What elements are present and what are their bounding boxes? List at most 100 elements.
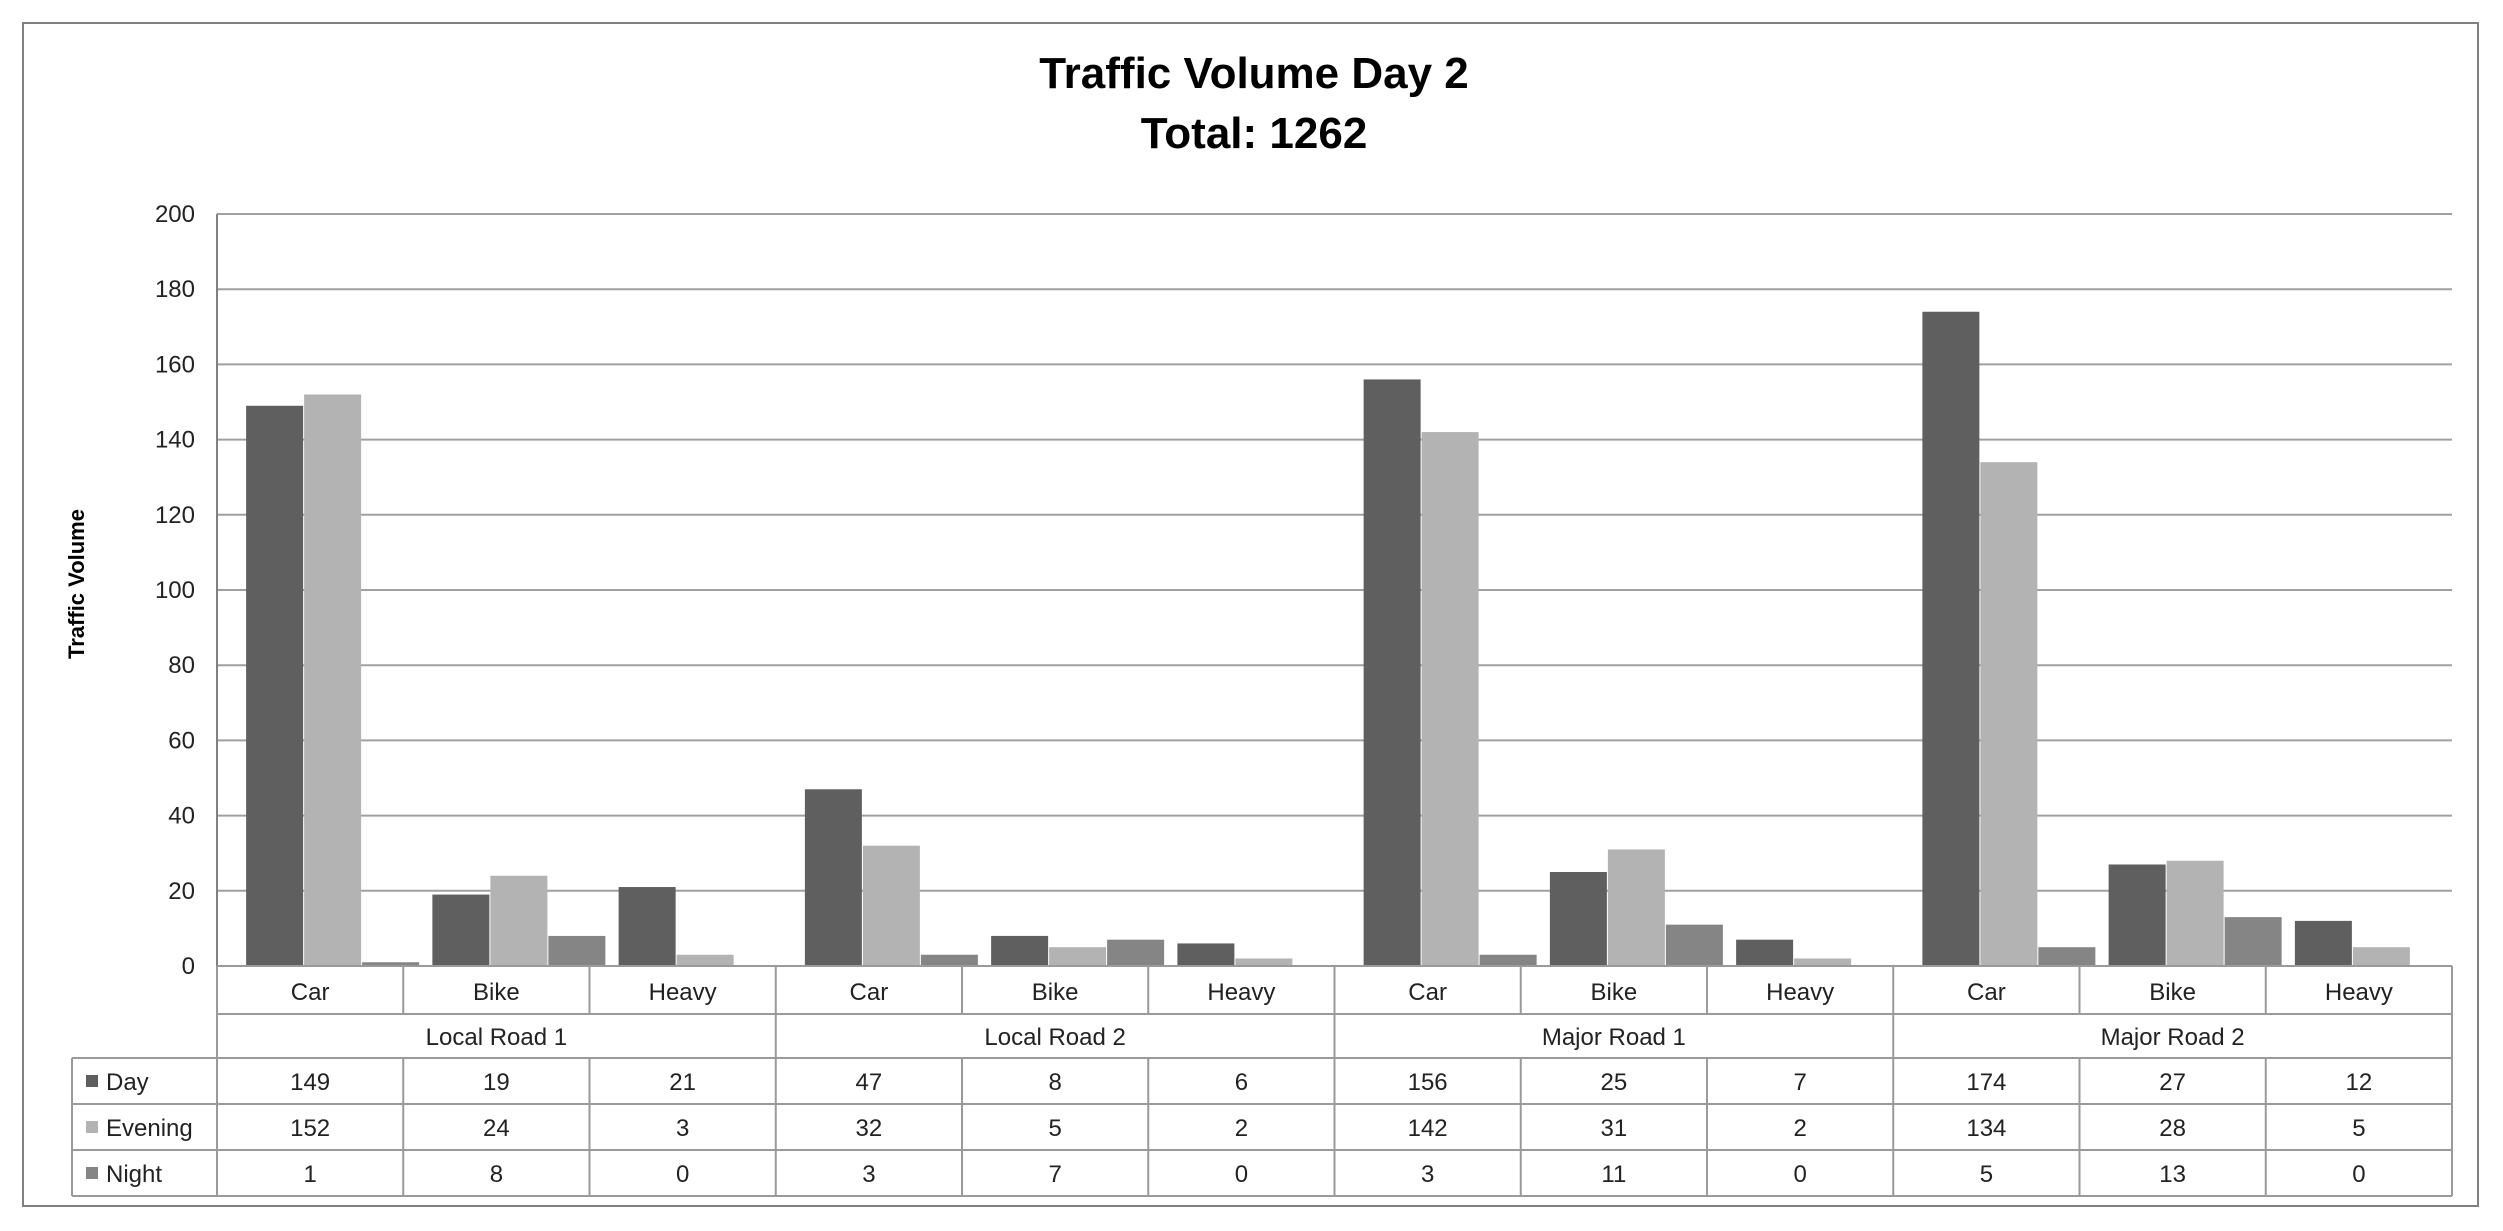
data-label: 0	[1793, 1161, 1806, 1188]
y-tick-label: 80	[168, 652, 195, 679]
data-label: 5	[2352, 1115, 2365, 1142]
bar-evening-3	[862, 845, 920, 966]
data-label: 2	[1793, 1115, 1806, 1142]
data-label: 3	[676, 1115, 689, 1142]
x-group-label: Local Road 1	[426, 1024, 567, 1051]
data-label: 8	[490, 1161, 503, 1188]
bar-evening-4	[1049, 947, 1107, 966]
data-label: 24	[483, 1115, 510, 1142]
bar-evening-7	[1607, 849, 1665, 966]
bar-day-3	[804, 789, 862, 966]
x-tick-label: Heavy	[649, 979, 717, 1006]
data-label: 7	[1793, 1069, 1806, 1096]
y-tick-label: 40	[168, 803, 195, 830]
bar-day-8	[1736, 939, 1794, 966]
bar-night-10	[2224, 917, 2282, 966]
bar-night-4	[1107, 939, 1165, 966]
bar-evening-0	[304, 394, 362, 967]
x-tick-label: Heavy	[1207, 979, 1275, 1006]
data-label: 152	[290, 1115, 330, 1142]
data-label: 6	[1235, 1069, 1248, 1096]
data-label: 11	[1601, 1161, 1626, 1188]
data-label: 174	[1966, 1069, 2006, 1096]
x-tick-label: Car	[1408, 979, 1447, 1006]
data-label: 27	[2159, 1069, 2186, 1096]
x-tick-label: Bike	[473, 979, 520, 1006]
data-label: 5	[1980, 1161, 1993, 1188]
x-tick-label: Car	[1967, 979, 2006, 1006]
bar-day-9	[1922, 311, 1980, 966]
x-tick-label: Bike	[1591, 979, 1638, 1006]
x-tick-label: Car	[850, 979, 889, 1006]
data-label: 47	[856, 1069, 883, 1096]
chart-title: Traffic Volume Day 2	[1039, 49, 1469, 98]
y-tick-label: 160	[155, 351, 195, 378]
y-tick-label: 200	[155, 201, 195, 228]
bar-evening-1	[490, 875, 548, 966]
data-label: 1	[303, 1161, 316, 1188]
y-axis-label: Traffic Volume	[64, 509, 89, 659]
bar-day-4	[991, 935, 1049, 966]
bar-day-1	[432, 894, 490, 966]
data-label: 149	[290, 1069, 330, 1096]
bar-day-11	[2294, 920, 2352, 966]
data-label: 5	[1048, 1115, 1061, 1142]
y-tick-label: 100	[155, 577, 195, 604]
y-tick-label: 120	[155, 502, 195, 529]
legend-label-evening: Evening	[106, 1115, 193, 1142]
bar-evening-6	[1421, 432, 1479, 967]
x-group-label: Major Road 1	[1542, 1024, 1686, 1051]
legend-swatch-day	[86, 1075, 98, 1087]
data-label: 156	[1408, 1069, 1448, 1096]
data-label: 142	[1408, 1115, 1448, 1142]
data-label: 28	[2159, 1115, 2186, 1142]
bar-night-6	[1479, 954, 1537, 966]
x-group-label: Local Road 2	[984, 1024, 1125, 1051]
x-tick-label: Heavy	[1766, 979, 1834, 1006]
data-label: 134	[1966, 1115, 2006, 1142]
legend-label-day: Day	[106, 1069, 149, 1096]
bar-evening-9	[1980, 462, 2038, 966]
chart-svg: Traffic Volume Day 2 Total: 1262 Traffic…	[64, 49, 2453, 1197]
x-tick-label: Heavy	[2325, 979, 2393, 1006]
y-tick-label: 180	[155, 276, 195, 303]
x-tick-label: Car	[291, 979, 330, 1006]
bar-day-6	[1363, 379, 1421, 966]
bar-day-5	[1177, 943, 1235, 966]
data-label: 3	[1421, 1161, 1434, 1188]
bar-night-0	[362, 962, 420, 966]
data-table: Car Bike Heavy Car Bike Heavy Car Bike Heavy Car B…	[71, 965, 2453, 1197]
data-label: 0	[676, 1161, 689, 1188]
bar-day-0	[246, 405, 304, 966]
data-label: 21	[669, 1069, 696, 1096]
x-tick-label: Bike	[2149, 979, 2196, 1006]
gridlines: 0 20 40 60 80 100 120 140 160 180 200	[155, 201, 2452, 980]
chart-frame: Traffic Volume Day 2 Total: 1262 Traffic…	[22, 22, 2479, 1207]
bar-night-3	[920, 954, 978, 966]
data-label: 0	[2352, 1161, 2365, 1188]
bar-day-7	[1549, 872, 1607, 966]
x-tick-label: Bike	[1032, 979, 1079, 1006]
bar-evening-2	[676, 954, 734, 966]
bars	[246, 311, 2410, 967]
bar-day-10	[2108, 864, 2166, 966]
data-label: 3	[862, 1161, 875, 1188]
bar-night-9	[2038, 947, 2096, 966]
bar-evening-10	[2166, 860, 2224, 966]
chart-subtitle: Total: 1262	[1141, 109, 1368, 158]
data-label: 12	[2346, 1069, 2373, 1096]
y-tick-label: 0	[182, 953, 195, 980]
y-tick-label: 60	[168, 727, 195, 754]
bar-day-2	[618, 887, 676, 966]
data-label: 19	[483, 1069, 510, 1096]
data-label: 25	[1601, 1069, 1628, 1096]
legend-swatch-evening	[86, 1121, 98, 1133]
bar-evening-8	[1794, 958, 1852, 966]
data-label: 2	[1235, 1115, 1248, 1142]
legend-swatch-night	[86, 1167, 98, 1179]
y-tick-label: 140	[155, 427, 195, 454]
bar-night-1	[548, 935, 606, 966]
bar-night-7	[1665, 924, 1723, 966]
data-label: 8	[1048, 1069, 1061, 1096]
legend-label-night: Night	[106, 1161, 162, 1188]
